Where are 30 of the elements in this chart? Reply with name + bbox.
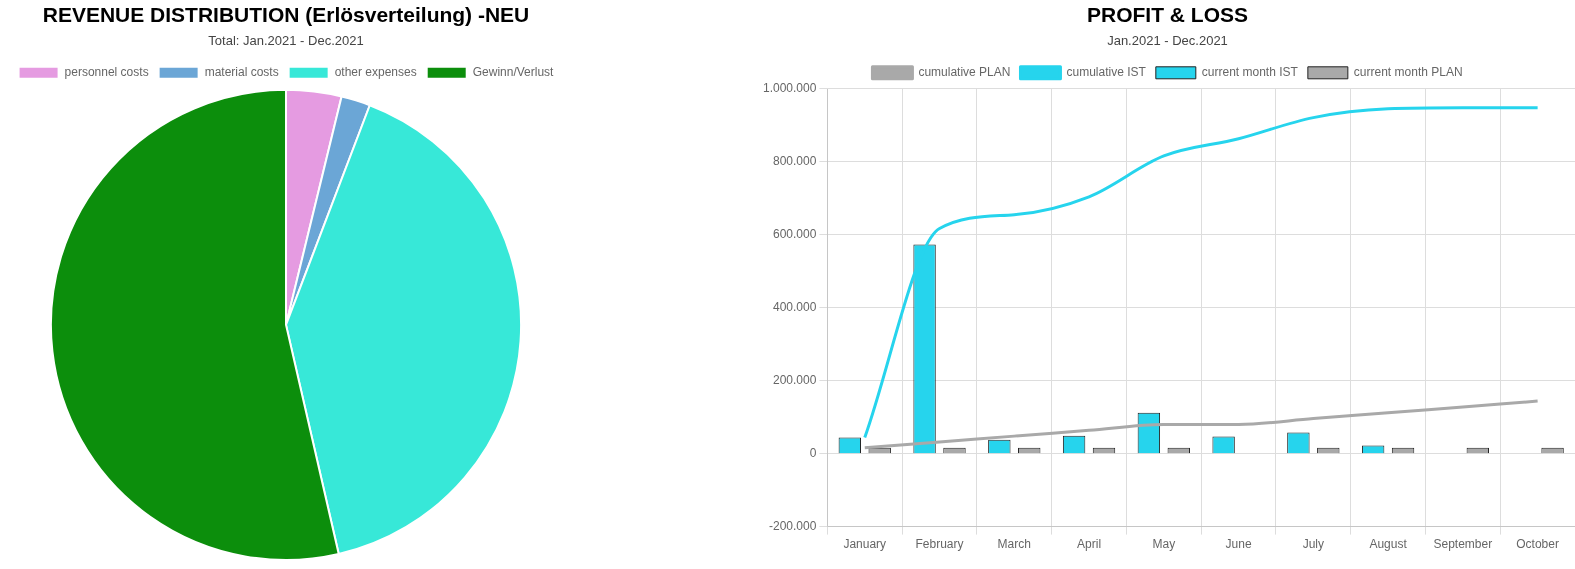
x-tick-label: June [1225,537,1252,552]
y-tick-label: 200.000 [772,372,817,387]
chart-subtitle: Jan.2021 - Dec.2021 [1107,32,1228,48]
legend-label: personnel costs [64,65,149,80]
chart-title: PROFIT & LOSS [1086,3,1249,27]
chart-subtitle: Total: Jan.2021 - Dec.2021 [208,32,364,48]
y-tick-label: -200.000 [769,518,817,533]
y-tick-label: 1.000.000 [762,81,817,96]
legend-label: cumulative PLAN [918,65,1011,80]
x-tick-label: July [1302,537,1325,552]
x-tick-label: September [1433,537,1493,552]
y-tick-label: 800.000 [772,154,817,169]
legend-label: other expenses [334,65,417,80]
legend-label: cumulative IST [1066,65,1147,80]
y-tick-label: 400.000 [772,300,817,315]
x-tick-label: February [915,537,964,552]
x-tick-label: May [1152,537,1176,552]
legend-label: material costs [204,65,279,80]
x-tick-label: October [1516,537,1559,552]
legend-label: current month IST [1201,65,1299,80]
x-tick-label: March [997,537,1031,552]
line-series [863,399,1540,450]
y-tick-label: 600.000 [772,227,817,242]
y-tick-label: 0 [809,445,817,460]
legend-label: Gewinn/Verlust [472,65,555,80]
x-tick-label: August [1369,537,1408,552]
legend-label: current month PLAN [1353,65,1463,80]
x-tick-label: April [1077,537,1102,552]
x-tick-label: January [843,537,887,552]
chart-title: REVENUE DISTRIBUTION (Erlösverteilung) -NEU [42,3,530,27]
